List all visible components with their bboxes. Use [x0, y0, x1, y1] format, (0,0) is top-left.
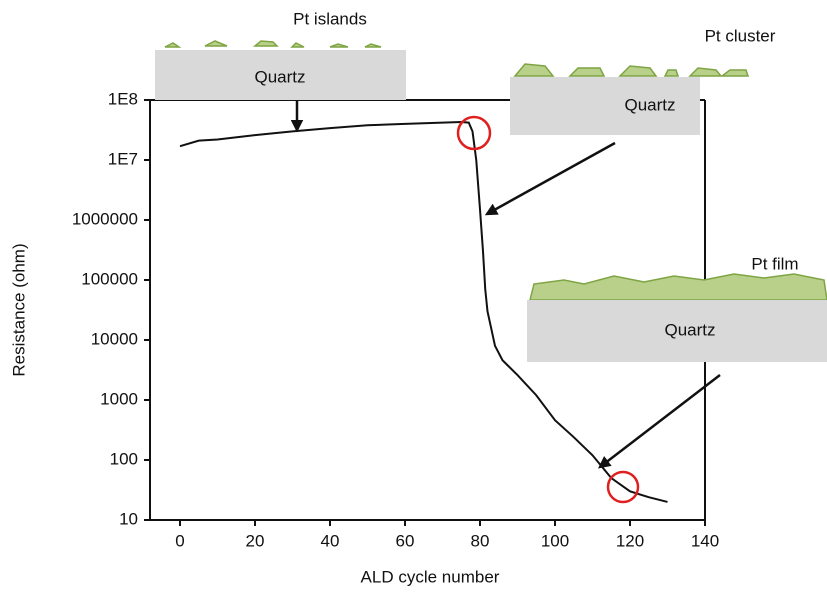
annotation: Pt cluster	[705, 26, 776, 45]
y-tick-label: 1000	[100, 389, 138, 408]
x-tick-label: 40	[321, 531, 340, 550]
x-tick-label: 140	[691, 531, 719, 550]
x-tick-label: 80	[471, 531, 490, 550]
annotation: Quartz	[664, 320, 715, 339]
y-axis-label: Resistance (ohm)	[9, 243, 28, 376]
arrow	[598, 374, 721, 469]
x-tick-label: 60	[396, 531, 415, 550]
inset-film: Pt film Quartz	[527, 254, 827, 362]
quartz-substrate	[510, 77, 700, 135]
y-tick-label: 100000	[81, 269, 138, 288]
y-tick-label: 10	[119, 509, 138, 528]
y-tick-label: 10000	[91, 329, 138, 348]
x-tick-label: 0	[175, 531, 184, 550]
y-tick-label: 1E8	[108, 89, 138, 108]
y-tick-label: 1000000	[72, 209, 138, 228]
y-tick-label: 1E7	[108, 149, 138, 168]
annotation: Pt film	[751, 254, 798, 273]
annotation: Quartz	[254, 67, 305, 86]
arrow	[484, 141, 616, 216]
x-tick-label: 20	[246, 531, 265, 550]
x-axis-label: ALD cycle number	[361, 567, 500, 586]
x-tick-label: 120	[616, 531, 644, 550]
quartz-substrate	[155, 50, 406, 100]
inset-islands: Pt islands Quartz	[155, 9, 406, 100]
highlight-circle	[606, 470, 640, 504]
highlight-circle	[456, 115, 492, 151]
annotation: Pt islands	[293, 9, 367, 28]
inset-cluster: Pt cluster Quartz	[510, 26, 776, 135]
y-tick-label: 100	[110, 449, 138, 468]
data-line	[179, 120, 668, 503]
annotation: Quartz	[624, 95, 675, 114]
quartz-substrate	[527, 300, 827, 362]
x-tick-label: 100	[541, 531, 569, 550]
